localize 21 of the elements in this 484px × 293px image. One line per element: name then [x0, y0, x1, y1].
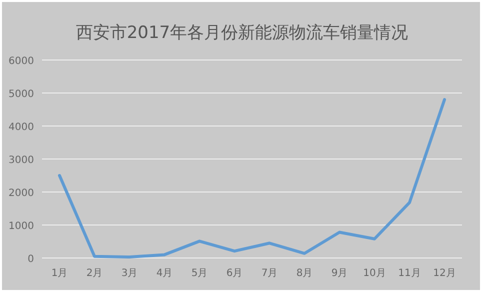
x-tick-label: 9月: [331, 268, 348, 279]
x-tick-label: 10月: [363, 268, 386, 279]
y-tick-label: 5000: [8, 89, 34, 100]
x-tick-label: 5月: [191, 268, 208, 279]
y-tick-label: 1000: [8, 221, 34, 232]
y-tick-label: 6000: [8, 56, 34, 67]
y-tick-label: 4000: [8, 122, 34, 133]
line-series: [58, 98, 446, 259]
x-tick-label: 2月: [86, 268, 103, 279]
x-tick-label: 11月: [398, 268, 421, 279]
y-tick-label: 2000: [8, 188, 34, 199]
x-tick-label: 12月: [433, 268, 456, 279]
x-tick-label: 4月: [156, 268, 173, 279]
x-tick-label: 8月: [296, 268, 313, 279]
x-tick-label: 7月: [261, 268, 278, 279]
y-tick-label: 0: [28, 254, 34, 265]
chart-title: 西安市2017年各月份新能源物流车销量情况: [76, 23, 408, 43]
x-tick-label: 1月: [51, 268, 68, 279]
x-tick-label: 6月: [226, 268, 243, 279]
x-tick-label: 3月: [121, 268, 138, 279]
y-tick-label: 3000: [8, 155, 34, 166]
